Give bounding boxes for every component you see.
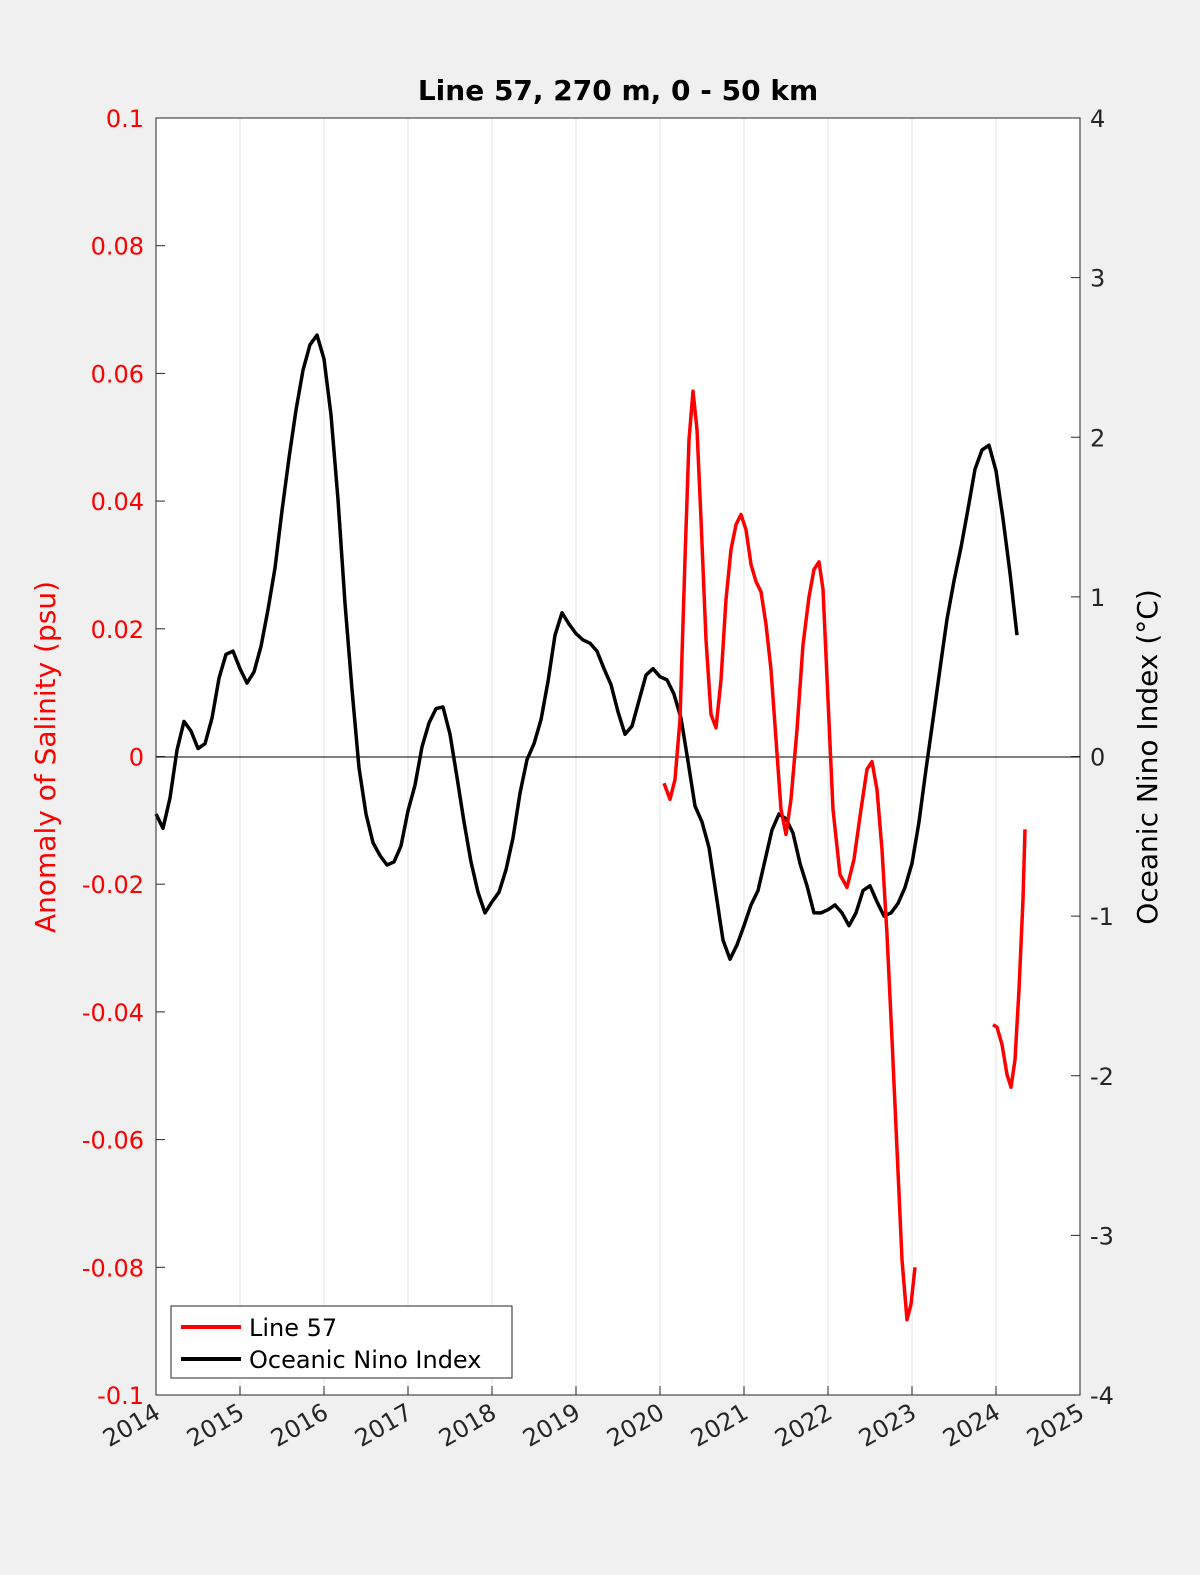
y-axis-left: 0.1 0.08 0.06 0.04 0.02 0 -0.02 -0.04 -0.06 -0.08… [82, 105, 165, 1410]
salinity-line [662, 389, 917, 1322]
legend-label-oni: Oceanic Nino Index [249, 1346, 481, 1374]
y-right-tick-label: -4 [1090, 1382, 1114, 1410]
x-tick-label: 2022 [770, 1398, 837, 1453]
y-left-tick-label: -0.1 [97, 1382, 144, 1410]
y-right-tick-label: 4 [1090, 105, 1105, 133]
x-tick-label: 2017 [350, 1398, 417, 1453]
x-tick-label: 2015 [182, 1398, 249, 1453]
y-right-tick-label: -1 [1090, 903, 1114, 931]
y-left-tick-label: -0.08 [82, 1254, 144, 1282]
legend-box [170, 1305, 513, 1379]
x-tick-label: 2021 [686, 1398, 753, 1453]
y-left-tick-label: 0.02 [91, 616, 144, 644]
x-tick-label: 2020 [602, 1398, 669, 1453]
y-right-tick-label: 1 [1090, 584, 1105, 612]
x-tick-label: 2023 [854, 1398, 921, 1453]
y-left-tick-label: -0.02 [82, 871, 144, 899]
y-left-tick-label: 0.1 [106, 105, 144, 133]
series-layer [154, 333, 1027, 1322]
y-right-tick-label: -2 [1090, 1063, 1114, 1091]
y-axis-right: 4 3 2 1 0 -1 -2 -3 -4 [1071, 105, 1114, 1410]
y-left-tick-label: 0.04 [91, 488, 144, 516]
y-axis-right-label: Oceanic Nino Index (°C) [1131, 589, 1164, 925]
y-right-tick-label: -3 [1090, 1222, 1114, 1250]
y-axis-left-label: Anomaly of Salinity (psu) [29, 581, 62, 933]
legend-label-line57: Line 57 [249, 1314, 337, 1342]
y-left-tick-label: -0.06 [82, 1127, 144, 1155]
x-tick-label: 2016 [266, 1398, 333, 1453]
x-tick-label: 2024 [938, 1398, 1005, 1453]
y-left-tick-label: 0 [129, 744, 144, 772]
y-left-tick-label: 0.06 [91, 360, 144, 388]
y-left-tick-label: 0.08 [91, 233, 144, 261]
oni-line [154, 333, 1019, 961]
y-left-tick-label: -0.04 [82, 999, 144, 1027]
x-tick-label: 2025 [1022, 1398, 1089, 1453]
y-right-tick-label: 0 [1090, 744, 1105, 772]
x-axis: 2014 2015 2016 2017 2018 2019 2020 2021 2022 2023… [98, 1386, 1089, 1453]
chart-title: Line 57, 270 m, 0 - 50 km [418, 74, 818, 107]
y-right-tick-label: 3 [1090, 265, 1105, 293]
salinity-line [992, 829, 1027, 1089]
x-tick-label: 2019 [518, 1398, 585, 1453]
legend: Line 57 Oceanic Nino Index [170, 1305, 513, 1379]
x-tick-label: 2018 [434, 1398, 501, 1453]
y-right-tick-label: 2 [1090, 424, 1105, 452]
